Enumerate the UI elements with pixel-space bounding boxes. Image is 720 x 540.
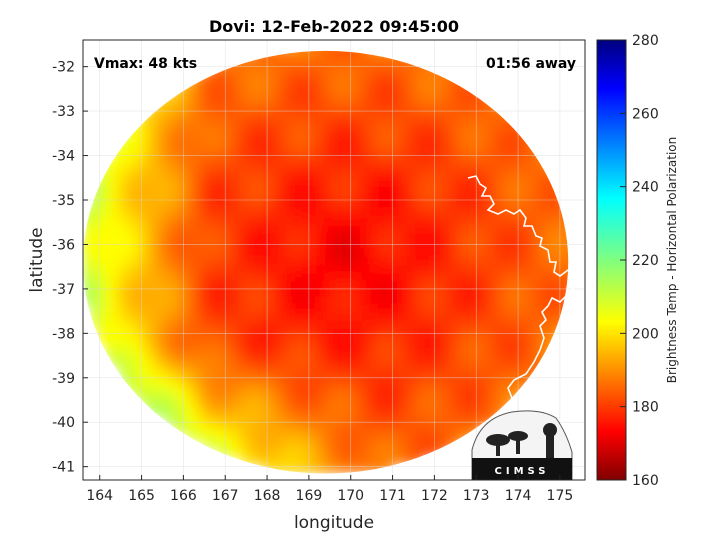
x-tick-label: 172: [421, 488, 448, 504]
y-axis-label: latitude: [27, 227, 47, 292]
colorbar-tick-label: 160: [632, 473, 659, 489]
x-tick-label: 168: [254, 488, 281, 504]
cimss-logo-icon: CIMSS: [471, 410, 573, 480]
y-tick-label: -33: [52, 104, 75, 120]
x-tick-label: 166: [170, 488, 197, 504]
x-axis-label: longitude: [294, 513, 374, 533]
y-tick-label: -40: [52, 415, 75, 431]
y-tick-label: -36: [52, 237, 75, 253]
time-away-annotation: 01:56 away: [486, 56, 576, 72]
y-tick-label: -34: [52, 149, 75, 165]
colorbar-tick-label: 260: [632, 106, 659, 122]
chart-title: Dovi: 12-Feb-2022 09:45:00: [209, 17, 459, 36]
y-tick-label: -32: [52, 60, 75, 76]
x-tick-label: 167: [212, 488, 239, 504]
colorbar-ticks: 160 180 200 220 240 260 280: [620, 33, 659, 489]
y-tick-label: -37: [52, 282, 75, 298]
x-tick-label: 171: [379, 488, 406, 504]
x-tick-label: 169: [296, 488, 323, 504]
colorbar-tick-label: 200: [632, 326, 659, 342]
colorbar-tick-label: 240: [632, 180, 659, 196]
colorbar-tick-label: 220: [632, 253, 659, 269]
logo-text: CIMSS: [495, 466, 550, 477]
x-tick-label: 170: [337, 488, 364, 504]
coastline: [459, 175, 585, 451]
colorbar-label: Brightness Temp - Horizontal Polarizatio…: [665, 137, 679, 384]
x-tick-label: 175: [547, 488, 574, 504]
x-tick-label: 173: [463, 488, 490, 504]
x-tick-label: 174: [505, 488, 532, 504]
colorbar-tick-label: 280: [632, 33, 659, 49]
x-tick-label: 165: [128, 488, 155, 504]
colorbar-tick-label: 180: [632, 400, 659, 416]
plot-area: CIMSS: [83, 40, 585, 480]
vmax-annotation: Vmax: 48 kts: [94, 56, 197, 72]
axes-frame: [82, 39, 586, 481]
y-tick-label: -38: [52, 326, 75, 342]
y-tick-label: -35: [52, 193, 75, 209]
x-tick-label: 164: [86, 488, 113, 504]
axis-ticks: 164 165 166 167 168 169 170 171 172 173 174 175 -32 -…: [52, 60, 573, 504]
y-tick-label: -41: [52, 460, 75, 476]
y-tick-label: -39: [52, 371, 75, 387]
colorbar: 160 180 200 220 240 260 280 Brightness Temp - …: [596, 33, 679, 489]
